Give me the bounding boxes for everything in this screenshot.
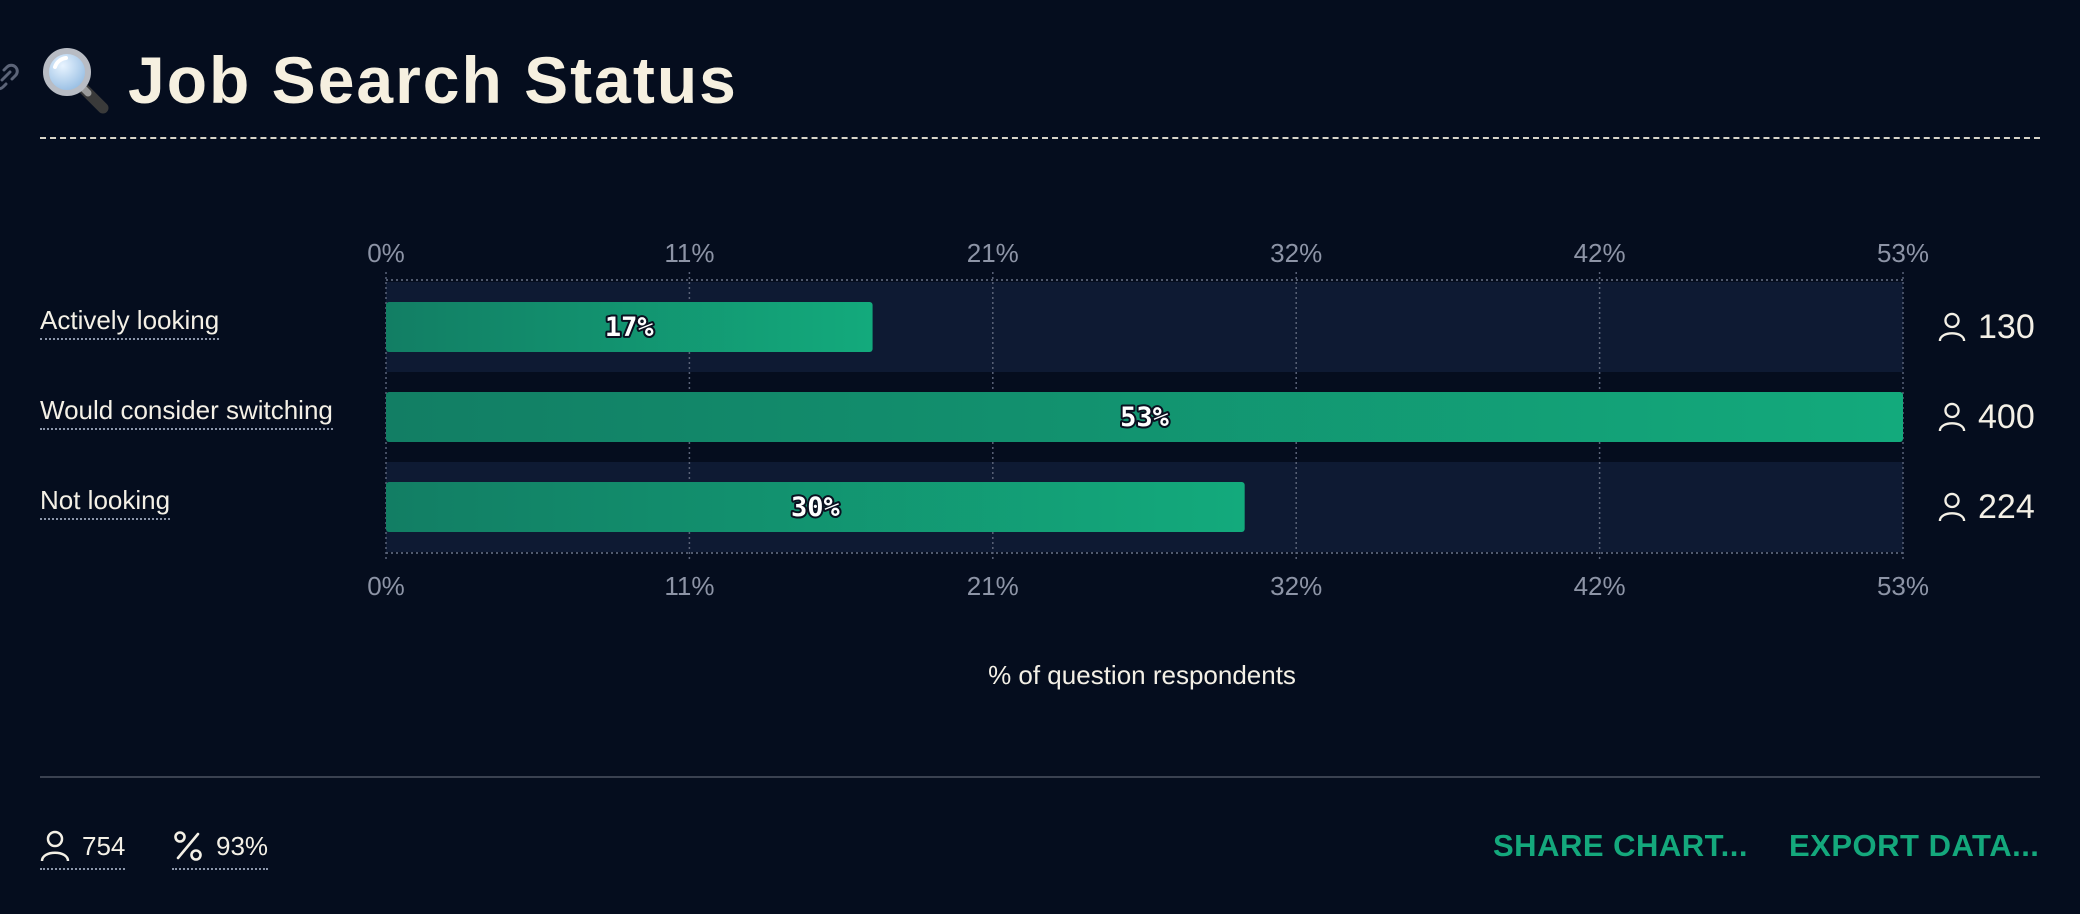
x-tick-label-bottom: 11%	[664, 571, 714, 601]
respondent-count: 400	[1938, 397, 2035, 437]
category-label[interactable]: Actively looking	[40, 305, 220, 340]
link-icon[interactable]	[0, 62, 20, 92]
completion-rate: 93%	[216, 830, 269, 861]
respondent-count: 224	[1938, 487, 2035, 527]
completion-stat[interactable]: 93%	[172, 826, 269, 870]
bar	[386, 482, 1245, 532]
category-label[interactable]: Not looking	[40, 485, 171, 520]
bar	[386, 392, 1903, 442]
x-tick-label-bottom: 0%	[367, 571, 405, 601]
user-icon	[1938, 492, 1966, 522]
title-divider	[40, 137, 2040, 139]
x-tick-label-bottom: 53%	[1877, 571, 1929, 601]
chart-title: Job Search Status	[128, 43, 738, 117]
x-tick-label-top: 21%	[967, 238, 1019, 268]
respondents-stat[interactable]: 754	[40, 826, 126, 870]
magnifying-glass-icon	[43, 48, 109, 114]
category-label[interactable]: Would consider switching	[40, 395, 333, 430]
bar	[386, 302, 873, 352]
respondent-count-value: 400	[1978, 397, 2035, 436]
footer-divider	[40, 776, 2040, 778]
x-axis-title: % of question respondents	[988, 660, 1296, 690]
x-tick-label-bottom: 32%	[1270, 571, 1322, 601]
share-chart-button[interactable]: SHARE CHART...	[1493, 828, 1749, 863]
chart-header: Job Search Status	[40, 40, 738, 120]
x-tick-label-top: 11%	[664, 238, 714, 268]
bar-chart: 17% 53% 30% 0% 11% 21% 32% 42% 53% 0% 11% 21% 32% 4…	[367, 238, 1929, 601]
x-tick-label-bottom: 42%	[1574, 571, 1626, 601]
user-icon	[1938, 312, 1966, 342]
user-icon	[1938, 402, 1966, 432]
bar-data-label: 30%	[791, 492, 841, 523]
respondent-count-value: 130	[1978, 307, 2035, 346]
x-tick-label-bottom: 21%	[967, 571, 1019, 601]
bar-data-label: 53%	[1120, 402, 1170, 433]
x-tick-label-top: 53%	[1877, 238, 1929, 268]
export-data-button[interactable]: EXPORT DATA...	[1789, 828, 2040, 863]
respondent-count-value: 224	[1978, 487, 2035, 526]
x-tick-label-top: 32%	[1270, 238, 1322, 268]
x-tick-label-top: 0%	[367, 238, 405, 268]
x-tick-label-top: 42%	[1574, 238, 1626, 268]
respondent-count: 130	[1938, 307, 2035, 347]
respondents-count: 754	[82, 830, 126, 861]
bar-data-label: 17%	[605, 312, 655, 343]
percent-icon	[174, 831, 202, 861]
user-icon	[40, 830, 70, 862]
